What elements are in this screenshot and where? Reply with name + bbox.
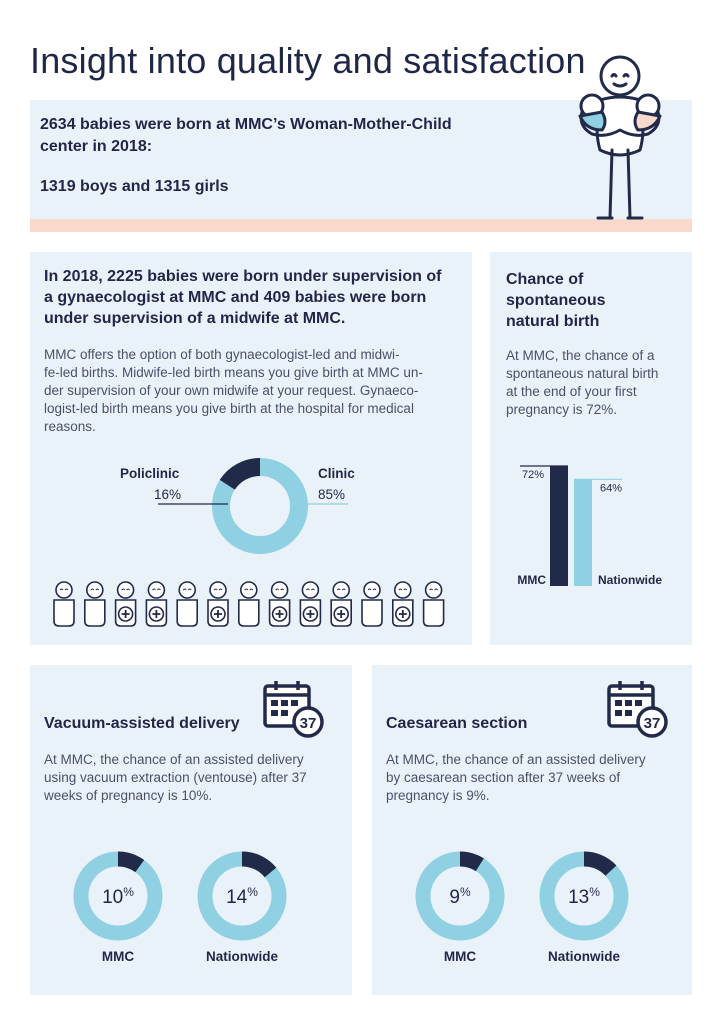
baby-icon [114,581,137,627]
supervision-heading-line: a gynaecologist at MMC and 409 babies we… [44,289,427,306]
donut-vacuum-nationwide: 14% Nationwide [197,851,287,964]
calendar-number: 37 [300,715,317,732]
baby-icon [422,581,445,627]
spontaneous-heading-line: Chance of [506,271,584,288]
vacuum-body-line: weeks of pregnancy is 10%. [44,788,213,803]
supervision-body-line: fe-led births. Midwife-led birth means y… [44,365,423,380]
clinic-label: Clinic [318,466,355,481]
spontaneous-heading: Chance of spontaneous natural birth [506,269,606,332]
donut-3-slice [241,851,277,878]
clinic-value: 85% [318,487,345,502]
spontaneous-body-line: spontaneous natural birth [506,366,659,381]
vacuum-donuts: 10% MMC 14% Nationwide [73,851,287,964]
vacuum-heading: Vacuum-assisted delivery [44,715,240,732]
bar-nationwide [574,479,592,586]
baby-icon [299,581,322,627]
baby-icon [392,581,414,627]
supervision-body-line: MMC offers the option of both gynaecolog… [44,347,400,362]
donut-main-group [212,458,308,554]
donut-value: 13% [568,885,600,908]
bar-category-label: Nationwide [598,573,662,587]
caesarean-body: At MMC, the chance of an assisted delive… [386,751,646,805]
vacuum-body-line: At MMC, the chance of an assisted delive… [44,752,304,767]
supervision-body-line: logist-led birth means you give birth at… [44,401,414,416]
donut-value: 10% [102,885,134,908]
bar-value-label: 64% [600,482,622,494]
spontaneous-body-line: At MMC, the chance of a [506,348,655,363]
baby-icon [330,581,352,627]
donut-label: Nationwide [206,949,278,964]
donut-caesarean-mmc: 9% MMC [415,851,505,964]
vacuum-body-line: using vacuum extraction (ventouse) after… [44,770,307,785]
spontaneous-heading-line: natural birth [506,313,600,330]
donut-label: Nationwide [548,949,620,964]
caesarean-body-line: pregnancy is 9%. [386,788,490,803]
supervision-donut-chart: Policlinic 16% Clinic 85% [120,458,355,554]
donut-value: 14% [226,885,258,908]
baby-icon [268,581,291,627]
supervision-heading-line: In 2018, 2225 babies were born under sup… [44,268,442,285]
calendar-number: 37 [644,715,661,732]
donut-5-slice [583,851,617,877]
supervision-body: MMC offers the option of both gynaecolog… [44,346,423,436]
donut-vacuum-mmc: 10% MMC [73,851,163,964]
spontaneous-body-line: at the end of your first [506,384,637,399]
caesarean-body-line: by caesarean section after 37 weeks of [386,770,621,785]
donut-policlinic-slice [219,458,261,491]
spontaneous-body-line: pregnancy is 72%. [506,402,618,417]
caesarean-donuts: 9% MMC 13% Nationwide [415,851,629,964]
donut-label: MMC [102,949,134,964]
donut-2-slice [117,851,145,873]
bars-group: 72% MMC 64% Nationwide [517,465,662,587]
donut-4-slice [459,851,484,872]
baby-icon [207,581,229,627]
mother-with-twins-illustration [578,55,662,220]
spontaneous-heading-line: spontaneous [506,292,606,309]
intro-accent-strip [30,219,692,232]
supervision-body-line: reasons. [44,419,96,434]
baby-icon [145,581,168,627]
baby-icons-row [53,581,445,627]
supervision-body-line: der supervision of your own midwife at y… [44,383,419,398]
bar-mmc [550,466,568,586]
calendar-icon: 37 [607,681,668,738]
baby-icon [53,581,75,627]
baby-icon [84,581,106,627]
supervision-panel [30,252,472,645]
intro-line-3: 1319 boys and 1315 girls [40,178,229,195]
bar-category-label: MMC [517,573,546,587]
baby-icon [176,581,198,627]
bar-value-label: 72% [522,469,544,481]
donut-caesarean-nationwide: 13% Nationwide [539,851,629,964]
donut-value: 9% [449,885,471,908]
supervision-heading: In 2018, 2225 babies were born under sup… [44,266,441,329]
vacuum-body: At MMC, the chance of an assisted delive… [44,751,307,805]
spontaneous-body: At MMC, the chance of a spontaneous natu… [506,347,658,419]
spontaneous-bar-chart: 72% MMC 64% Nationwide [517,465,662,587]
supervision-heading-line: under supervision of a midwife at MMC. [44,310,346,327]
caesarean-heading: Caesarean section [386,715,528,732]
policlinic-value: 16% [154,487,181,502]
baby-icon [361,581,383,627]
babies-group [53,581,445,627]
caesarean-body-line: At MMC, the chance of an assisted delive… [386,752,646,767]
intro-line-2: center in 2018: [40,138,153,155]
baby-icon [238,581,260,627]
calendar-icon: 37 [263,681,324,738]
donut-label: MMC [444,949,476,964]
intro-line-1: 2634 babies were born at MMC’s Woman-Mot… [40,116,452,133]
policlinic-label: Policlinic [120,466,180,481]
page-title: Insight into quality and satisfaction [30,40,586,81]
